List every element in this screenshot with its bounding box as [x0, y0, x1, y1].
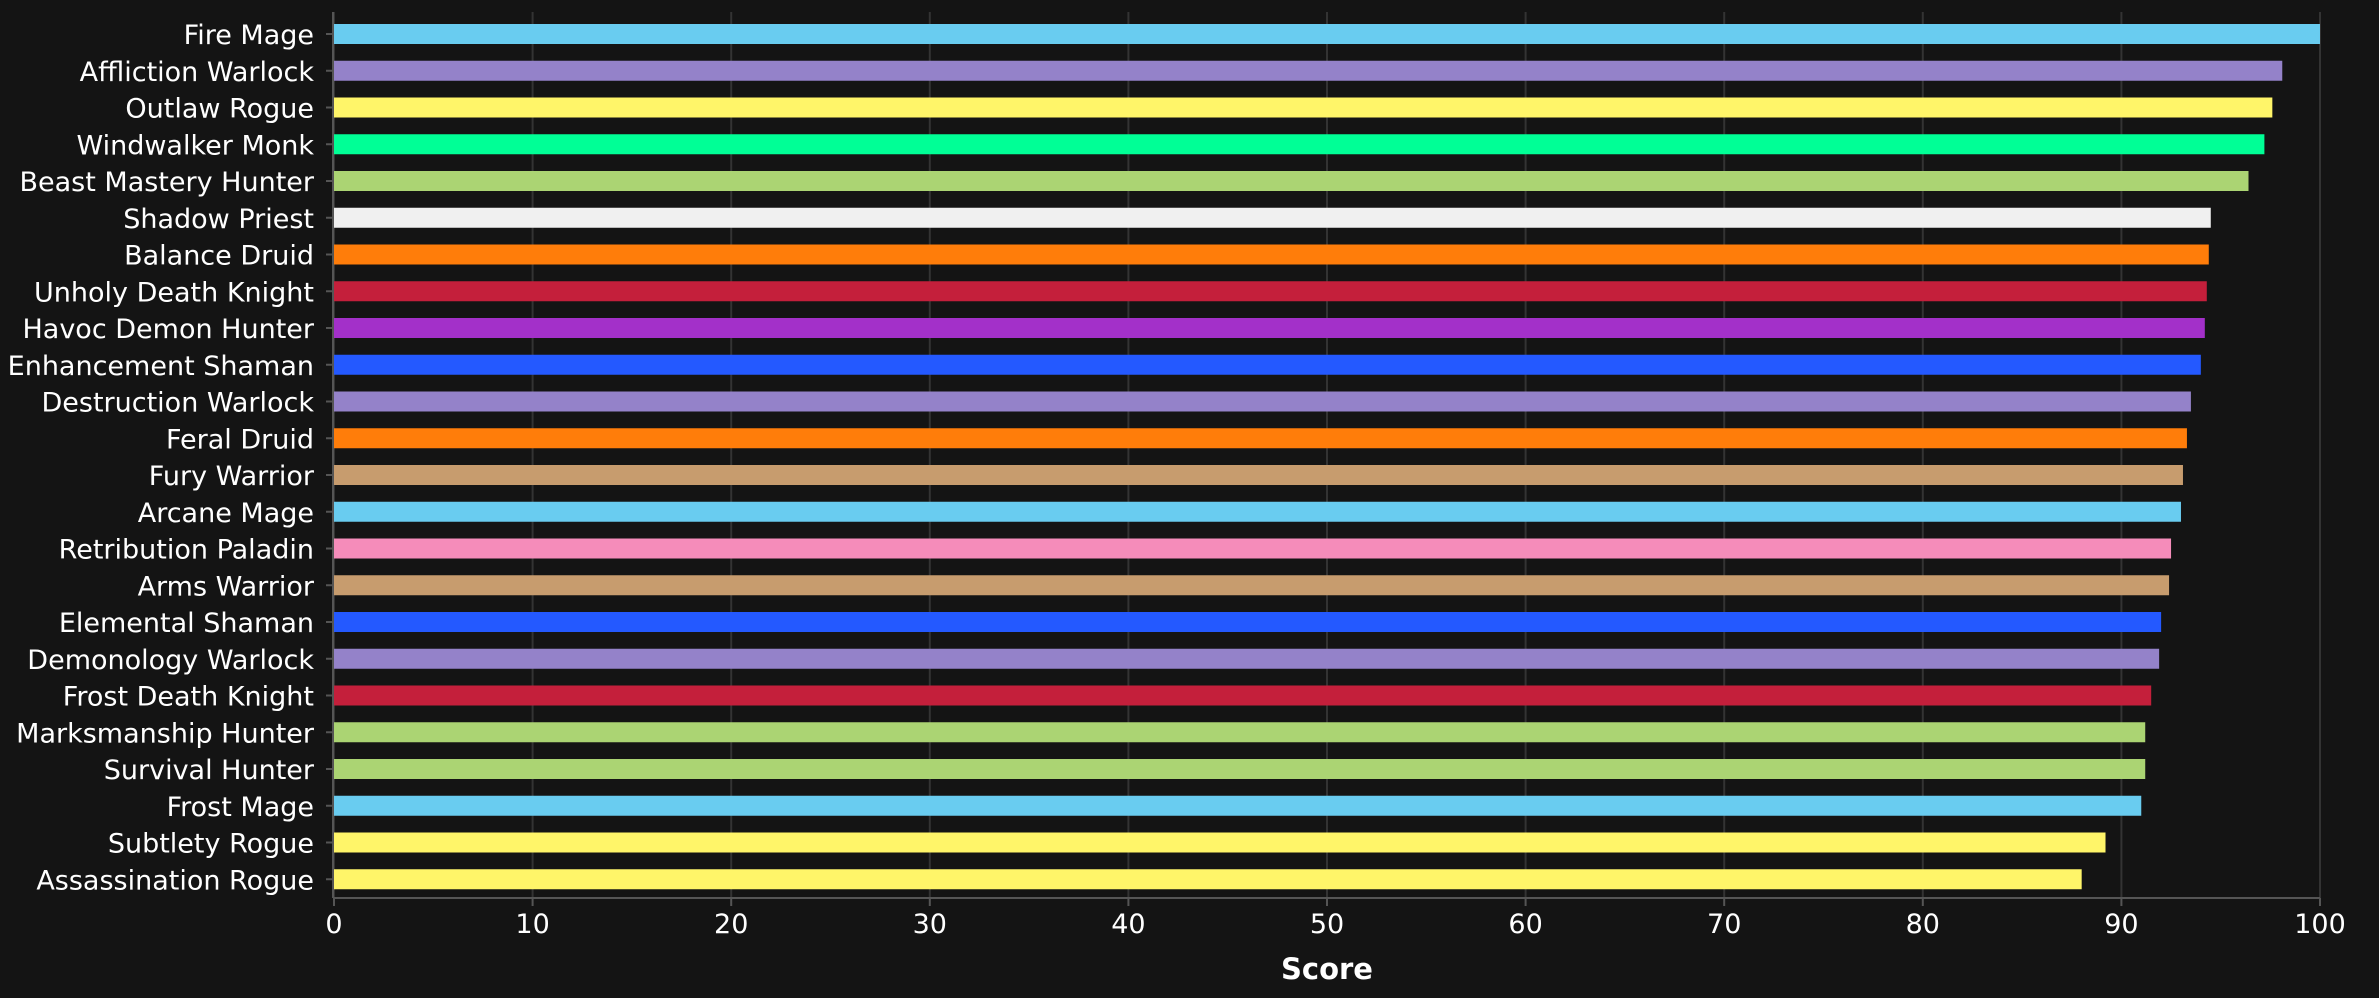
- category-label: Fire Mage: [184, 20, 314, 51]
- category-label: Survival Hunter: [104, 755, 315, 786]
- category-label: Elemental Shaman: [59, 608, 314, 639]
- bar-frost-mage[interactable]: [334, 795, 2142, 816]
- category-label: Feral Druid: [166, 424, 314, 455]
- x-tick-label: 90: [2104, 909, 2138, 940]
- bar-windwalker-monk[interactable]: [334, 134, 2265, 155]
- tick-labels: 0 10 20 30 40 50 60 70 80 90 100: [325, 909, 2345, 940]
- x-tick-label: 30: [913, 909, 947, 940]
- category-label: Unholy Death Knight: [34, 277, 314, 308]
- category-label: Beast Mastery Hunter: [19, 167, 314, 198]
- category-label: Outlaw Rogue: [125, 94, 314, 125]
- category-label: Demonology Warlock: [27, 645, 314, 676]
- bar-demonology-warlock[interactable]: [334, 648, 2160, 669]
- x-tick-label: 10: [515, 909, 549, 940]
- bar-fury-warrior[interactable]: [334, 465, 2183, 485]
- category-label: Affliction Warlock: [80, 57, 315, 88]
- x-tick-label: 20: [714, 909, 748, 940]
- category-label: Arms Warrior: [138, 571, 315, 602]
- bar-havoc-demon-hunter[interactable]: [334, 318, 2205, 338]
- bar-arms-warrior[interactable]: [334, 575, 2170, 596]
- category-label: Fury Warrior: [149, 461, 315, 492]
- x-tick-label: 60: [1508, 909, 1542, 940]
- bar-enhancement-shaman[interactable]: [334, 354, 2201, 375]
- category-label: Assassination Rogue: [36, 865, 314, 896]
- bar-feral-druid[interactable]: [334, 428, 2187, 449]
- bar-unholy-death-knight[interactable]: [334, 281, 2207, 302]
- bar-arcane-mage[interactable]: [334, 501, 2181, 522]
- bar-destruction-warlock[interactable]: [334, 391, 2191, 412]
- x-tick-label: 80: [1906, 909, 1940, 940]
- x-tick-label: 40: [1111, 909, 1145, 940]
- bar-outlaw-rogue[interactable]: [334, 97, 2273, 118]
- category-label: Destruction Warlock: [41, 388, 314, 419]
- bar-affliction-warlock[interactable]: [334, 60, 2283, 81]
- category-label: Frost Death Knight: [63, 682, 314, 713]
- bars: [334, 24, 2320, 890]
- bar-shadow-priest[interactable]: [334, 207, 2211, 228]
- x-tick-label: 70: [1707, 909, 1741, 940]
- category-label: Subtlety Rogue: [108, 829, 314, 860]
- category-labels: Fire Mage Affliction Warlock Outlaw Rogue W…: [8, 20, 315, 896]
- bar-frost-death-knight[interactable]: [334, 685, 2152, 706]
- bar-fire-mage[interactable]: [334, 24, 2320, 44]
- x-tick-label: 100: [2294, 909, 2346, 940]
- axes: [326, 12, 2321, 906]
- category-label: Shadow Priest: [123, 204, 314, 235]
- category-label: Arcane Mage: [138, 498, 314, 529]
- x-tick-label: 50: [1310, 909, 1344, 940]
- bar-assassination-rogue[interactable]: [334, 869, 2082, 890]
- category-label: Frost Mage: [167, 792, 314, 823]
- bar-balance-druid[interactable]: [334, 244, 2209, 265]
- category-label: Enhancement Shaman: [8, 351, 314, 382]
- bar-elemental-shaman[interactable]: [334, 612, 2162, 632]
- category-label: Havoc Demon Hunter: [22, 314, 314, 345]
- category-label: Windwalker Monk: [76, 130, 314, 161]
- category-label: Retribution Paladin: [59, 535, 314, 566]
- bar-subtlety-rogue[interactable]: [334, 832, 2106, 853]
- bar-marksmanship-hunter[interactable]: [334, 722, 2146, 743]
- category-label: Balance Druid: [124, 241, 314, 272]
- x-axis-title: Score: [1281, 952, 1373, 986]
- x-tick-label: 0: [325, 909, 342, 940]
- bar-retribution-paladin[interactable]: [334, 538, 2172, 559]
- bar-survival-hunter[interactable]: [334, 759, 2146, 779]
- category-label: Marksmanship Hunter: [16, 718, 315, 749]
- bar-beast-mastery-hunter[interactable]: [334, 171, 2249, 191]
- grid-lines: [333, 12, 2321, 898]
